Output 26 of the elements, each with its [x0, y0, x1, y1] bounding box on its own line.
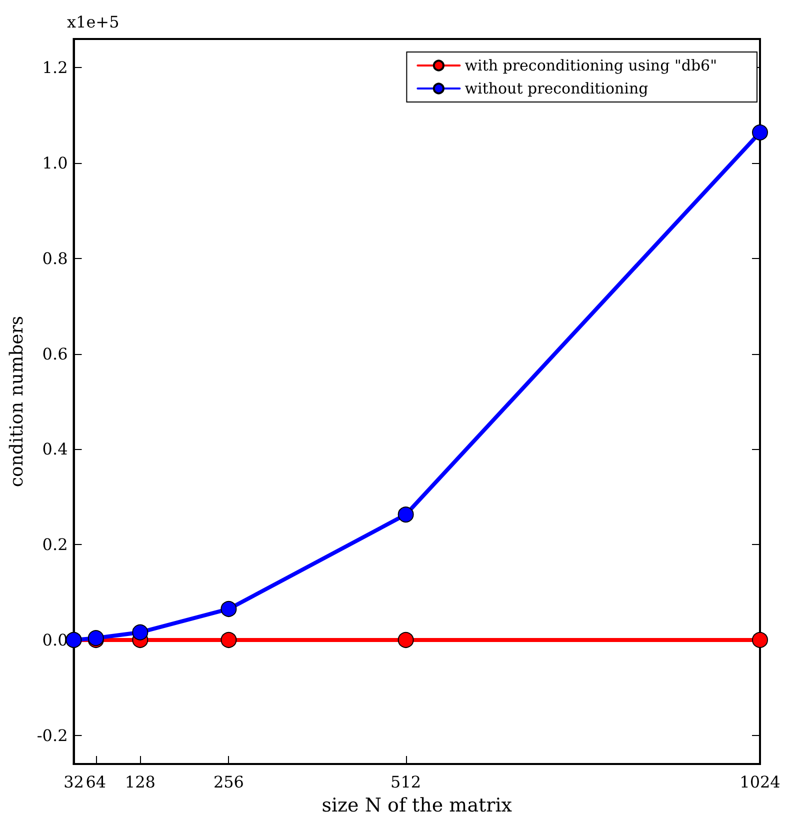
x-tick-label: 1024 [740, 772, 780, 792]
y-tick-label: 0.0 [42, 630, 68, 650]
point [398, 632, 414, 648]
text: x1e+5 [67, 12, 120, 32]
point [220, 632, 237, 648]
legend-label: without preconditioning [464, 80, 649, 98]
x-tick-label: 512 [390, 772, 422, 792]
legend-label: with preconditioning using "db6" [464, 56, 717, 74]
x-tick-label: 32 [64, 772, 84, 792]
y-axis-title: condition numbers [6, 316, 28, 488]
x-tick-label: 256 [213, 772, 244, 792]
y-tick-label: 0.2 [42, 535, 68, 554]
y-tick-label: 1.2 [42, 58, 68, 78]
y-tick-label: 0.6 [42, 344, 68, 364]
point [220, 600, 237, 617]
y-tick-label: 1.0 [42, 154, 68, 173]
point [398, 506, 414, 523]
point [752, 632, 768, 648]
x-tick-label: 64 [86, 772, 106, 792]
x-axis-title: size N of the matrix [322, 794, 512, 816]
y-tick-label: 0.8 [42, 248, 68, 268]
x-tick-label: 128 [124, 772, 156, 792]
y-tick-label: 0.4 [42, 440, 68, 459]
point [752, 124, 768, 140]
point [132, 624, 148, 640]
y-tick-label: -0.2 [36, 726, 68, 745]
